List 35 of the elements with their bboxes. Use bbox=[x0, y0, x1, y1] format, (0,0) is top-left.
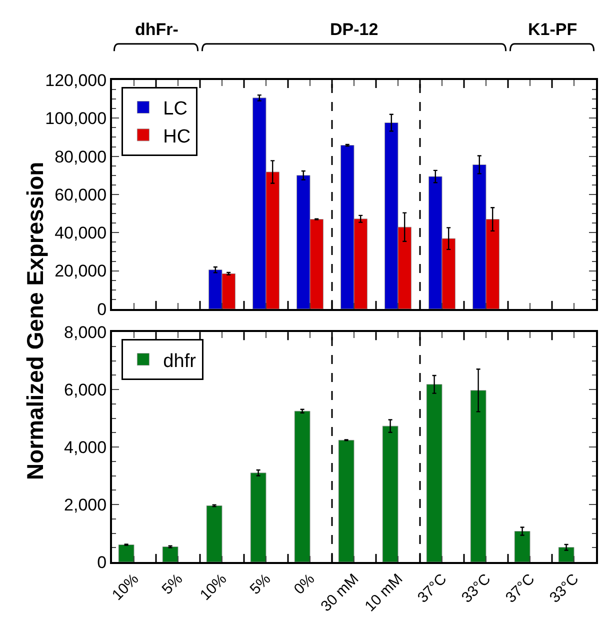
x-tick-label: 10 mM bbox=[362, 570, 406, 616]
bar bbox=[250, 472, 266, 562]
x-tick-label: 30 mM bbox=[318, 570, 362, 616]
legend-label: HC bbox=[163, 126, 191, 148]
bar bbox=[382, 426, 398, 562]
legend-label: LC bbox=[163, 98, 188, 120]
text: dhFr- bbox=[135, 20, 178, 39]
y-axis-title: Normalized Gene Expression bbox=[22, 162, 48, 480]
bar bbox=[514, 530, 530, 562]
bar bbox=[426, 384, 442, 562]
y-tick-label: 40,000 bbox=[54, 224, 107, 243]
bar bbox=[118, 544, 134, 562]
y-tick-label: 6,000 bbox=[64, 380, 107, 400]
y-tick-label: 60,000 bbox=[54, 185, 107, 204]
y-tick-label: 4,000 bbox=[64, 438, 107, 457]
y-tick-label: 80,000 bbox=[54, 147, 107, 166]
y-tick-label: 20,000 bbox=[54, 262, 107, 281]
bar bbox=[162, 546, 178, 562]
y-tick-label: 8,000 bbox=[64, 323, 107, 342]
x-tick-label: 5% bbox=[158, 570, 186, 598]
text: K1-PF bbox=[528, 20, 578, 39]
y-tick-label: 0 bbox=[97, 300, 107, 319]
bar bbox=[558, 547, 574, 562]
bar bbox=[470, 390, 486, 562]
bar bbox=[338, 440, 354, 562]
bar bbox=[294, 410, 310, 562]
y-tick-label: 0 bbox=[97, 552, 107, 572]
y-tick-label: 2,000 bbox=[64, 495, 107, 514]
y-tick-label: 120,000 bbox=[45, 70, 107, 90]
text: DP-12 bbox=[330, 20, 378, 39]
x-tick-label: 5% bbox=[246, 570, 274, 598]
bar bbox=[206, 505, 222, 562]
y-tick-label: 100,000 bbox=[45, 109, 107, 128]
x-tick-label: 0% bbox=[290, 570, 318, 598]
legend-label: dhfr bbox=[163, 350, 197, 372]
